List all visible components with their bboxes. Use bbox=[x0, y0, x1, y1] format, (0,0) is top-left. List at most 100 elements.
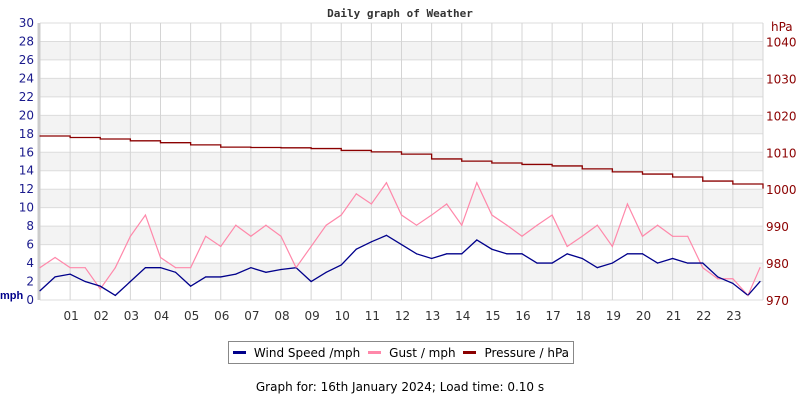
data-point-wind bbox=[99, 285, 101, 287]
data-point-wind bbox=[476, 239, 478, 241]
data-point-wind bbox=[205, 276, 207, 278]
data-point-wind bbox=[431, 257, 433, 260]
left-tick-label: 14 bbox=[19, 164, 34, 178]
data-point-wind bbox=[521, 253, 523, 255]
x-tick-label: 04 bbox=[154, 309, 169, 323]
data-point-wind bbox=[506, 253, 508, 255]
data-point-pressure bbox=[762, 187, 764, 189]
x-tick-label: 03 bbox=[124, 309, 139, 323]
data-point-gust bbox=[174, 267, 177, 269]
data-point-gust bbox=[506, 224, 508, 226]
data-point-wind bbox=[340, 264, 342, 266]
data-point-wind bbox=[84, 280, 86, 283]
data-point-gust bbox=[611, 245, 613, 248]
data-point-gust bbox=[39, 267, 41, 269]
left-tick-label: 2 bbox=[26, 275, 34, 289]
x-tick-label: 07 bbox=[244, 309, 259, 323]
data-point-wind bbox=[672, 257, 674, 260]
data-point-wind bbox=[220, 276, 222, 278]
data-point-wind bbox=[702, 262, 704, 264]
data-point-gust bbox=[84, 267, 86, 269]
legend-item-pressure: Pressure / hPa bbox=[463, 346, 569, 360]
x-tick-label: 17 bbox=[545, 309, 560, 323]
wind-swatch bbox=[232, 351, 246, 354]
data-point-gust bbox=[129, 235, 131, 237]
x-tick-label: 06 bbox=[214, 309, 229, 323]
right-tick-label: 970 bbox=[766, 294, 789, 308]
data-point-gust bbox=[566, 245, 568, 248]
data-point-gust bbox=[626, 203, 629, 205]
data-point-pressure bbox=[99, 138, 101, 140]
data-point-gust bbox=[431, 214, 433, 216]
data-point-pressure bbox=[431, 158, 433, 160]
data-point-gust bbox=[235, 224, 237, 226]
data-point-gust bbox=[717, 278, 719, 280]
data-point-gust bbox=[325, 224, 327, 226]
data-point-gust bbox=[461, 224, 463, 226]
left-tick-label: 30 bbox=[19, 16, 34, 30]
x-tick-label: 13 bbox=[425, 309, 440, 323]
data-point-wind bbox=[250, 267, 252, 269]
left-tick-label: 18 bbox=[19, 127, 34, 141]
data-point-pressure bbox=[250, 146, 252, 149]
data-point-wind bbox=[265, 271, 267, 273]
left-tick-label: 24 bbox=[19, 71, 34, 85]
data-point-gust bbox=[99, 288, 101, 290]
data-point-gust bbox=[581, 235, 583, 237]
x-tick-label: 14 bbox=[455, 309, 470, 323]
data-point-pressure bbox=[521, 163, 523, 166]
data-point-pressure bbox=[69, 136, 71, 139]
right-axis-label: hPa bbox=[771, 20, 793, 34]
data-point-gust bbox=[400, 214, 403, 216]
data-point-gust bbox=[596, 224, 598, 226]
left-tick-label: 28 bbox=[19, 34, 34, 48]
data-point-gust bbox=[355, 193, 357, 195]
data-point-wind bbox=[54, 276, 56, 278]
left-tick-label: 20 bbox=[19, 108, 34, 122]
data-point-wind bbox=[370, 241, 372, 243]
data-point-gust bbox=[159, 256, 162, 259]
legend-item-wind: Wind Speed /mph bbox=[232, 346, 360, 360]
data-point-gust bbox=[250, 235, 252, 237]
left-axis-label: mph bbox=[0, 290, 24, 302]
data-point-wind bbox=[235, 273, 237, 275]
data-point-pressure bbox=[190, 144, 192, 146]
x-tick-label: 12 bbox=[395, 309, 410, 323]
legend-label-pressure: Pressure / hPa bbox=[484, 345, 570, 360]
x-tick-label: 21 bbox=[666, 309, 681, 323]
data-point-wind bbox=[190, 285, 192, 287]
data-point-pressure bbox=[461, 160, 463, 162]
data-point-pressure bbox=[491, 162, 493, 164]
data-point-wind bbox=[144, 267, 147, 269]
data-point-wind bbox=[310, 280, 312, 283]
left-tick-label: 4 bbox=[26, 256, 34, 270]
data-point-gust bbox=[491, 214, 493, 216]
data-point-gust bbox=[476, 182, 478, 184]
data-point-gust bbox=[340, 214, 342, 216]
x-tick-label: 15 bbox=[485, 309, 500, 323]
data-point-wind bbox=[400, 244, 403, 246]
left-tick-label: 22 bbox=[19, 90, 34, 104]
data-point-wind bbox=[461, 253, 463, 255]
right-tick-label: 980 bbox=[766, 257, 789, 271]
data-point-gust bbox=[190, 267, 192, 269]
data-point-wind bbox=[717, 276, 719, 278]
data-point-wind bbox=[759, 280, 761, 283]
data-point-gust bbox=[310, 245, 312, 248]
data-point-pressure bbox=[159, 142, 162, 144]
data-point-gust bbox=[370, 203, 372, 205]
data-point-wind bbox=[596, 267, 598, 269]
data-point-gust bbox=[702, 267, 704, 269]
data-point-pressure bbox=[129, 140, 131, 142]
data-point-gust bbox=[280, 235, 282, 237]
legend-item-gust: Gust / mph bbox=[368, 346, 456, 360]
data-point-wind bbox=[159, 267, 162, 269]
data-point-wind bbox=[415, 253, 418, 255]
data-point-wind bbox=[611, 262, 613, 264]
gust-swatch bbox=[368, 351, 382, 354]
data-point-gust bbox=[446, 203, 448, 205]
data-point-wind bbox=[641, 253, 644, 255]
x-tick-label: 18 bbox=[576, 309, 591, 323]
data-point-pressure bbox=[39, 135, 41, 137]
data-point-pressure bbox=[611, 171, 613, 173]
